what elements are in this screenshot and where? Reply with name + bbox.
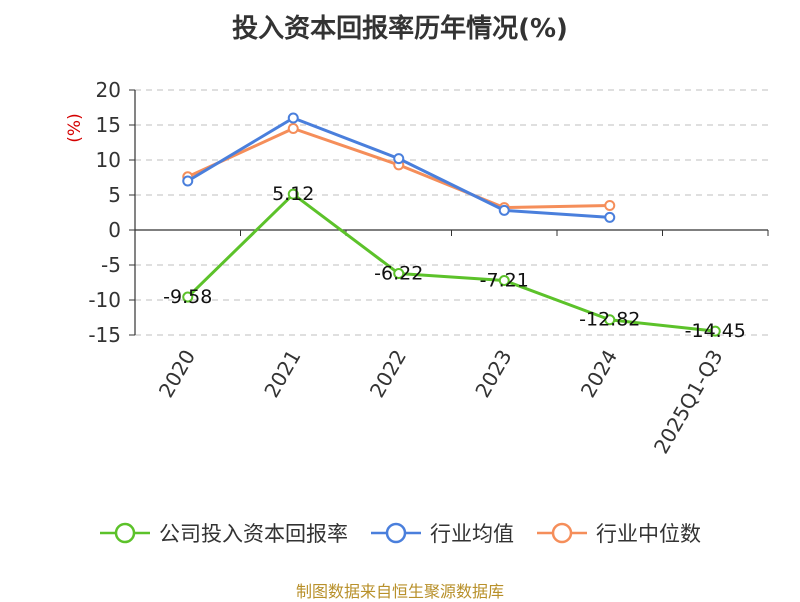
data-point[interactable] <box>393 268 405 280</box>
data-label: -7.21 <box>480 269 529 291</box>
y-tick-label: 0 <box>108 218 121 242</box>
data-point[interactable] <box>604 211 616 223</box>
data-label: -14.45 <box>685 320 746 342</box>
axes: 20 15 10 5 0 -5 -10 -15 2020 2021 2022 2023 2024 2025… <box>88 78 769 458</box>
data-point[interactable] <box>604 314 616 326</box>
legend-marker <box>100 522 150 544</box>
y-tick-label: 20 <box>96 78 121 102</box>
legend-label: 公司投入资本回报率 <box>159 522 348 546</box>
x-tick-label: 2021 <box>259 346 305 402</box>
legend-label: 行业中位数 <box>596 522 701 546</box>
legend-item-1[interactable]: 公司投入资本回报率 <box>99 518 348 548</box>
data-label: -6.22 <box>374 263 423 285</box>
data-labels: -9.58 5.12 -6.22 -7.21 -12.82 -14.45 <box>163 183 746 342</box>
data-point[interactable] <box>604 200 616 211</box>
data-point[interactable] <box>709 325 721 337</box>
y-tick-label: -10 <box>88 288 121 312</box>
data-point[interactable] <box>287 123 299 134</box>
legend-item-3[interactable]: 行业中位数 <box>536 518 701 548</box>
x-tick-label: 2022 <box>365 346 411 402</box>
y-tick-label: 10 <box>96 148 121 172</box>
legend-marker <box>537 522 587 544</box>
legend-item-2[interactable]: 行业均值 <box>370 518 514 548</box>
data-point[interactable] <box>498 274 510 286</box>
y-axis-label: (%) <box>65 113 85 142</box>
data-point[interactable] <box>182 291 194 303</box>
data-point[interactable] <box>287 112 299 124</box>
x-tick-label: 2020 <box>154 346 200 402</box>
x-tick-label: 2024 <box>576 346 622 402</box>
series-line-1 <box>186 192 716 333</box>
y-tick-label: 15 <box>96 113 121 137</box>
source-note: 制图数据来自恒生聚源数据库 <box>295 582 504 601</box>
y-tick-label: -15 <box>88 323 121 347</box>
data-label: -12.82 <box>579 309 640 331</box>
data-label: 5.12 <box>272 183 314 205</box>
series-lines <box>182 112 721 337</box>
data-point[interactable] <box>182 175 194 187</box>
data-point[interactable] <box>393 153 405 165</box>
x-tick-label: 2023 <box>470 346 516 402</box>
y-tick-label: -5 <box>101 253 121 277</box>
x-tick-label: 2025Q1-Q3 <box>649 346 728 458</box>
gridlines <box>135 89 768 336</box>
data-point[interactable] <box>287 188 299 200</box>
legend-label: 行业均值 <box>430 522 514 546</box>
legend: 公司投入资本回报率 行业均值 行业中位数 <box>0 518 800 548</box>
legend-marker <box>371 522 421 544</box>
data-label: -9.58 <box>163 286 212 308</box>
chart-title: 投入资本回报率历年情况(%) <box>232 14 568 44</box>
data-point[interactable] <box>498 204 510 216</box>
y-tick-label: 5 <box>108 183 121 207</box>
